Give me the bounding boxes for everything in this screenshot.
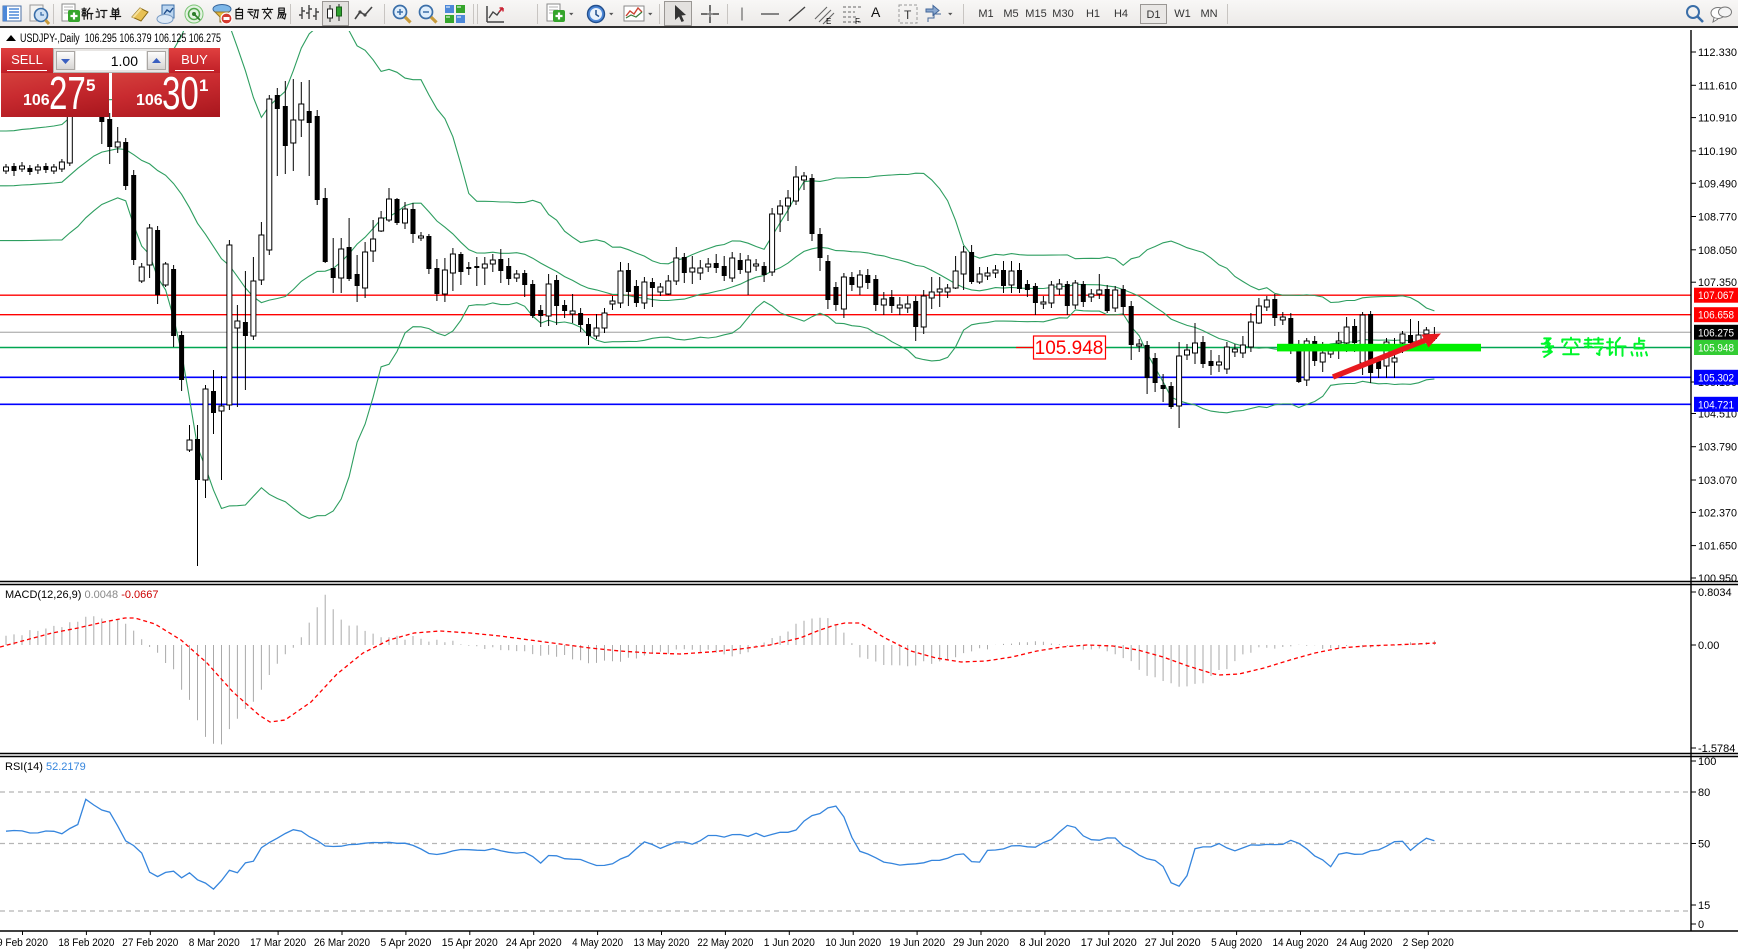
- svg-text:80: 80: [1698, 787, 1710, 799]
- svg-text:19 Jun 2020: 19 Jun 2020: [889, 937, 945, 949]
- svg-text:F: F: [855, 17, 860, 25]
- svg-text:17 Mar 2020: 17 Mar 2020: [250, 937, 306, 949]
- svg-text:13 May 2020: 13 May 2020: [634, 937, 690, 949]
- svg-text:MACD(12,26,9) 0.0048 -0.0667: MACD(12,26,9) 0.0048 -0.0667: [5, 589, 159, 601]
- svg-text:112.330: 112.330: [1698, 47, 1737, 59]
- svg-text:110.190: 110.190: [1698, 146, 1737, 158]
- svg-text:106.275: 106.275: [1698, 327, 1734, 339]
- svg-text:108.770: 108.770: [1698, 212, 1737, 224]
- svg-text:T: T: [904, 8, 912, 22]
- svg-text:5 Aug 2020: 5 Aug 2020: [1211, 937, 1262, 949]
- svg-text:105.948: 105.948: [1035, 338, 1104, 359]
- svg-text:-1.5784: -1.5784: [1698, 743, 1735, 755]
- svg-text:15: 15: [1698, 900, 1710, 912]
- svg-text:103.790: 103.790: [1698, 442, 1737, 454]
- svg-text:24 Apr 2020: 24 Apr 2020: [506, 937, 562, 949]
- svg-text:27 Feb 2020: 27 Feb 2020: [122, 937, 178, 949]
- svg-text:22 May 2020: 22 May 2020: [697, 937, 753, 949]
- svg-text:107.067: 107.067: [1698, 290, 1734, 302]
- svg-text:102.370: 102.370: [1698, 507, 1737, 519]
- svg-text:USDJPY-,Daily 106.295 106.379: USDJPY-,Daily 106.295 106.379 106.125 10…: [20, 33, 221, 45]
- svg-text:110.910: 110.910: [1698, 113, 1737, 125]
- svg-text:109.490: 109.490: [1698, 178, 1737, 190]
- svg-text:50: 50: [1698, 839, 1710, 851]
- svg-text:108.050: 108.050: [1698, 245, 1737, 257]
- svg-text:104.721: 104.721: [1698, 399, 1734, 411]
- svg-text:10 Jun 2020: 10 Jun 2020: [825, 937, 881, 949]
- svg-text:E: E: [826, 17, 831, 25]
- svg-text:29 Jun 2020: 29 Jun 2020: [953, 937, 1009, 949]
- svg-text:107.350: 107.350: [1698, 277, 1737, 289]
- svg-text:26 Mar 2020: 26 Mar 2020: [314, 937, 370, 949]
- svg-text:8 Jul 2020: 8 Jul 2020: [1019, 937, 1070, 949]
- svg-text:105.948: 105.948: [1698, 343, 1734, 355]
- svg-text:9 Feb 2020: 9 Feb 2020: [0, 937, 48, 949]
- svg-text:100: 100: [1698, 756, 1716, 768]
- svg-text:2 Sep 2020: 2 Sep 2020: [1403, 937, 1454, 949]
- svg-text:0: 0: [1698, 919, 1704, 931]
- svg-text:15 Apr 2020: 15 Apr 2020: [442, 937, 498, 949]
- svg-text:17 Jul 2020: 17 Jul 2020: [1081, 937, 1137, 949]
- svg-text:111.610: 111.610: [1698, 80, 1737, 92]
- svg-text:4 May 2020: 4 May 2020: [572, 937, 623, 949]
- svg-text:5 Apr 2020: 5 Apr 2020: [380, 937, 431, 949]
- svg-text:103.070: 103.070: [1698, 475, 1737, 487]
- svg-text:100.950: 100.950: [1698, 573, 1737, 585]
- svg-text:RSI(14) 52.2179: RSI(14) 52.2179: [5, 761, 86, 773]
- svg-text:101.650: 101.650: [1698, 541, 1737, 553]
- svg-text:106.658: 106.658: [1698, 310, 1734, 322]
- svg-text:27 Jul 2020: 27 Jul 2020: [1145, 937, 1201, 949]
- svg-text:1 Jun 2020: 1 Jun 2020: [764, 937, 815, 949]
- svg-text:18 Feb 2020: 18 Feb 2020: [58, 937, 114, 949]
- svg-text:14 Aug 2020: 14 Aug 2020: [1273, 937, 1329, 949]
- svg-text:0.8034: 0.8034: [1698, 587, 1732, 599]
- svg-text:0.00: 0.00: [1698, 640, 1719, 652]
- svg-text:24 Aug 2020: 24 Aug 2020: [1336, 937, 1392, 949]
- svg-text:105.302: 105.302: [1698, 372, 1734, 384]
- svg-text:8 Mar 2020: 8 Mar 2020: [189, 937, 240, 949]
